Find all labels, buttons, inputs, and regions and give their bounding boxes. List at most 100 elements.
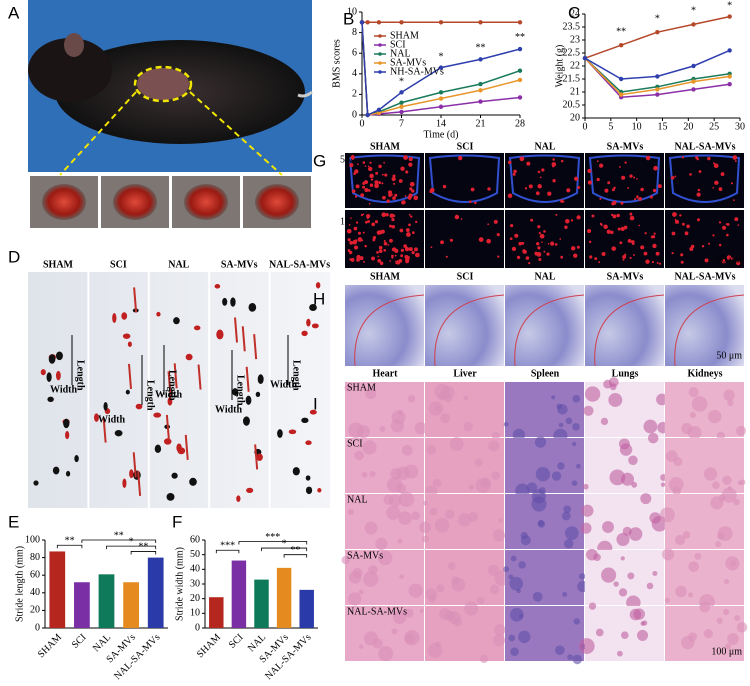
signal <box>470 187 475 192</box>
tissue-detail <box>613 581 619 587</box>
footprint <box>214 284 221 289</box>
bar <box>231 560 247 628</box>
signal <box>405 170 409 174</box>
drag-mark <box>241 326 246 352</box>
length-label: Length <box>235 375 246 406</box>
signal <box>367 165 370 168</box>
signal <box>599 197 602 200</box>
significance: * <box>655 13 660 24</box>
tissue-detail <box>647 432 659 444</box>
footprint <box>121 312 128 320</box>
tissue-detail <box>520 535 531 546</box>
column-label: Kidneys <box>687 368 722 379</box>
footprint <box>74 455 79 463</box>
signal <box>406 232 411 237</box>
signal <box>458 155 463 161</box>
tissue-detail <box>573 618 581 625</box>
signal <box>401 200 405 205</box>
signal <box>689 173 692 176</box>
point <box>365 112 370 118</box>
signal <box>528 184 533 189</box>
tissue-detail <box>398 511 412 525</box>
fluorescence-image <box>345 153 424 208</box>
signal <box>408 157 413 162</box>
tissue-detail <box>407 394 416 403</box>
tissue-detail <box>498 518 503 523</box>
signal <box>362 161 366 164</box>
signal <box>610 213 614 217</box>
signal <box>350 217 353 220</box>
signal <box>409 187 413 191</box>
signal <box>359 256 364 261</box>
signal <box>364 165 367 168</box>
y-tick-label: 20 <box>30 605 40 616</box>
point <box>582 56 588 61</box>
point <box>376 110 382 116</box>
tissue-detail <box>425 588 437 601</box>
signal <box>391 224 396 229</box>
bar <box>209 597 224 628</box>
signal <box>346 228 352 234</box>
signal <box>351 189 356 193</box>
point <box>691 63 696 69</box>
point <box>691 79 696 84</box>
point <box>727 74 732 79</box>
tissue-detail <box>503 566 510 573</box>
signal <box>636 178 638 180</box>
signal <box>400 254 404 258</box>
row-label: SCI <box>347 438 363 449</box>
significance: * <box>727 0 732 11</box>
tissue-detail <box>408 583 423 598</box>
footprint <box>230 297 236 307</box>
signal <box>633 197 637 201</box>
tissue-detail <box>435 405 441 412</box>
signal <box>375 171 379 175</box>
signal <box>510 223 514 228</box>
drag-mark <box>173 363 178 389</box>
signal <box>620 201 624 205</box>
signal <box>726 233 729 237</box>
x-tick-label: SHAM <box>195 632 223 660</box>
tissue-detail <box>419 608 424 614</box>
signal <box>680 260 684 264</box>
signal <box>645 155 651 161</box>
tissue-detail <box>641 620 648 626</box>
signal <box>364 220 368 224</box>
point <box>478 20 483 25</box>
signal <box>408 213 411 216</box>
tissue-detail <box>691 396 708 412</box>
drag-mark <box>197 364 202 390</box>
signal <box>526 161 531 166</box>
signal <box>732 155 738 160</box>
footprint <box>243 416 250 426</box>
signal <box>671 252 674 255</box>
panel-label: H <box>313 289 325 308</box>
row-label: NAL-SA-MVs <box>347 606 407 617</box>
signal <box>679 214 682 217</box>
signal <box>387 244 390 246</box>
signal <box>392 214 396 218</box>
x-tick-label: 30 <box>735 121 745 132</box>
tissue-detail <box>509 576 524 591</box>
tissue-detail <box>411 511 420 521</box>
tissue-detail <box>712 481 720 489</box>
tissue-detail <box>375 537 388 550</box>
tissue-detail <box>558 422 564 428</box>
bar <box>74 582 90 628</box>
signal <box>407 195 412 200</box>
signal <box>389 260 392 262</box>
footprint <box>306 318 311 327</box>
tissue-detail <box>629 608 642 621</box>
signal <box>730 257 734 260</box>
tissue-detail <box>608 393 623 407</box>
signal <box>638 196 642 201</box>
signal <box>355 221 359 224</box>
tissue-detail <box>393 610 407 624</box>
signal <box>577 186 581 189</box>
signal <box>386 199 390 203</box>
signal <box>644 232 647 235</box>
tissue-detail <box>492 529 505 542</box>
tissue-detail <box>348 571 362 584</box>
signal <box>730 182 733 185</box>
signal <box>378 164 382 169</box>
